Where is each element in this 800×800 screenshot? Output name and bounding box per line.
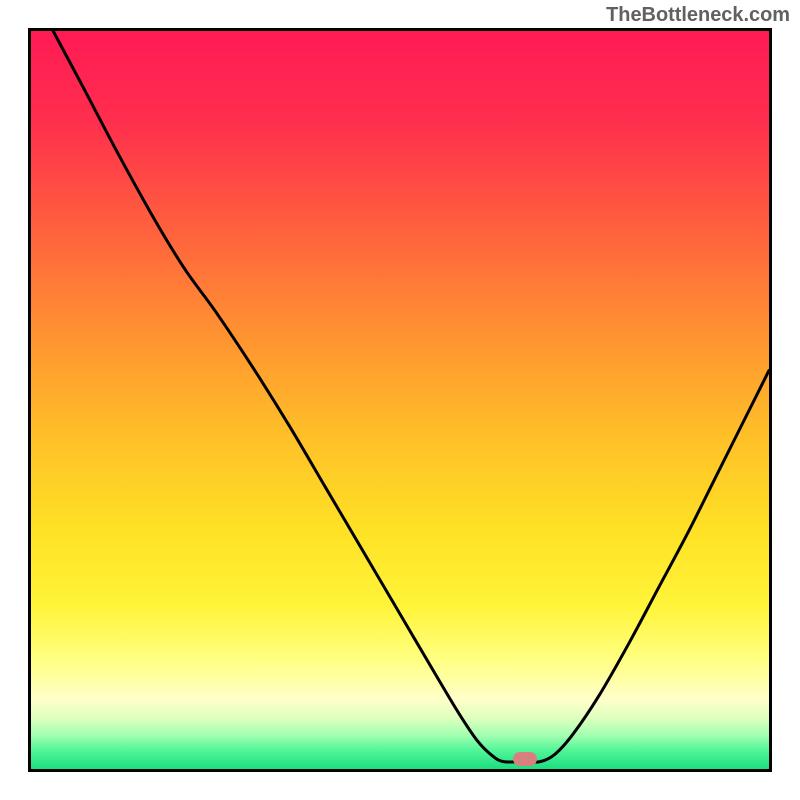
chart-container: TheBottleneck.com: [0, 0, 800, 800]
curve-path: [53, 31, 769, 762]
watermark-text: TheBottleneck.com: [606, 4, 790, 27]
bottleneck-curve: [31, 31, 769, 769]
plot-area: [31, 31, 769, 769]
optimum-marker: [513, 752, 537, 766]
